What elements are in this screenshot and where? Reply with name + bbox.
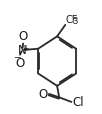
Text: 3: 3 — [72, 17, 78, 26]
Text: +: + — [22, 43, 28, 52]
Text: CF: CF — [66, 15, 78, 25]
Text: O: O — [38, 87, 47, 100]
Text: O: O — [15, 57, 24, 70]
Text: −: − — [13, 52, 21, 61]
Text: Cl: Cl — [72, 95, 84, 108]
Text: N: N — [18, 44, 27, 57]
Text: O: O — [18, 30, 28, 42]
